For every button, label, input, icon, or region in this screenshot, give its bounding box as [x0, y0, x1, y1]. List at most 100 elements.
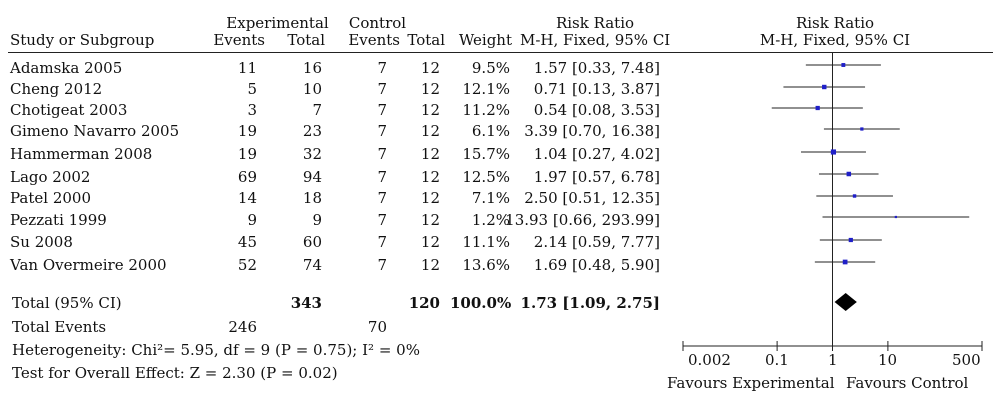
e-total: 32: [302, 145, 322, 163]
c-total: 12: [420, 80, 440, 98]
c-total: 12: [420, 168, 440, 186]
column-header-c-events: Events: [348, 31, 400, 49]
tick-label: 500: [952, 351, 981, 369]
e-total: 94: [302, 168, 322, 186]
study-name: Gimeno Navarro 2005: [10, 122, 180, 140]
ci-text: 3.39 [0.70, 16.38]: [524, 122, 660, 140]
e-events: 14: [237, 189, 257, 207]
study-marker: [894, 215, 897, 219]
study-name: Van Overmeire 2000: [10, 256, 167, 274]
c-total: 12: [420, 101, 440, 119]
study-marker: [848, 237, 853, 243]
study-marker: [841, 63, 846, 67]
c-total: 12: [420, 145, 440, 163]
weight: 1.2%: [471, 211, 510, 229]
tick-label: 10: [878, 351, 898, 369]
table-row: Cheng 2012 5 10 7 12 12.1% 0.71 [0.13, 3…: [0, 80, 680, 100]
e-total: 60: [302, 233, 322, 251]
study-marker: [860, 127, 864, 131]
e-events: 11: [237, 59, 257, 77]
c-total: 12: [420, 189, 440, 207]
column-header-weight: Weight: [458, 31, 512, 49]
overall-effect-text: Test for Overall Effect: Z = 2.30 (P = 0…: [12, 364, 338, 382]
table-row: Van Overmeire 2000 52 74 7 12 13.6% 1.69…: [0, 256, 680, 276]
e-events: 19: [237, 145, 257, 163]
column-header-e-total: Total: [287, 31, 325, 49]
weight: 15.7%: [462, 145, 510, 163]
c-events: 7: [377, 233, 387, 251]
e-total: 16: [302, 59, 322, 77]
e-total: 9: [312, 211, 322, 229]
e-total: 10: [302, 80, 322, 98]
c-events: 7: [377, 256, 387, 274]
tick-label: 0.002: [688, 351, 731, 369]
c-events: 7: [377, 122, 387, 140]
ci-text: 0.54 [0.08, 3.53]: [533, 101, 660, 119]
e-events: 52: [237, 256, 257, 274]
ci-text: 2.14 [0.59, 7.77]: [533, 233, 660, 251]
e-events: 3: [247, 101, 257, 119]
e-events: 19: [237, 122, 257, 140]
table-row: Patel 2000 14 18 7 12 7.1% 2.50 [0.51, 1…: [0, 189, 680, 209]
c-events: 7: [377, 189, 387, 207]
e-total: 23: [302, 122, 322, 140]
column-header-rr: M-H, Fixed, 95% CI: [520, 31, 671, 49]
control-group-header: Control: [348, 14, 407, 32]
weight: 12.5%: [462, 168, 510, 186]
c-total: 12: [420, 122, 440, 140]
table-row: Lago 2002 69 94 7 12 12.5% 1.97 [0.57, 6…: [0, 168, 680, 188]
e-events: 5: [247, 80, 257, 98]
study-marker: [830, 149, 837, 155]
total-events-c: 70: [367, 318, 387, 336]
ci-text: 1.04 [0.27, 4.02]: [533, 145, 660, 163]
study-marker: [815, 105, 820, 111]
e-total: 18: [302, 189, 322, 207]
tick-label: 1: [828, 351, 838, 369]
study-marker: [852, 194, 857, 198]
plot-subtitle: M-H, Fixed, 95% CI: [759, 31, 911, 49]
total-c-total: 120: [408, 294, 440, 312]
rr-group-header: Risk Ratio: [555, 14, 635, 32]
study-marker: [846, 171, 852, 177]
weight: 11.2%: [462, 101, 510, 119]
c-total: 12: [420, 256, 440, 274]
study-name: Lago 2002: [10, 168, 91, 186]
favours-control-label: Favours Control: [846, 374, 969, 392]
weight: 11.1%: [462, 233, 510, 251]
pooled-diamond: [834, 293, 857, 311]
e-events: 9: [247, 211, 257, 229]
column-header-c-total: Total: [407, 31, 445, 49]
c-events: 7: [377, 145, 387, 163]
c-events: 7: [377, 211, 387, 229]
study-name: Hammerman 2008: [10, 145, 153, 163]
experimental-group-header: Experimental: [226, 14, 329, 32]
header-divider: [8, 52, 993, 53]
c-events: 7: [377, 59, 387, 77]
ci-text: 1.57 [0.33, 7.48]: [533, 59, 660, 77]
ci-text: 1.97 [0.57, 6.78]: [533, 168, 660, 186]
table-row: Gimeno Navarro 2005 19 23 7 12 6.1% 3.39…: [0, 122, 680, 142]
c-total: 12: [420, 211, 440, 229]
e-total: 7: [312, 101, 322, 119]
total-events-label: Total Events: [12, 318, 107, 336]
ci-text: 2.50 [0.51, 12.35]: [524, 189, 660, 207]
heterogeneity-text: Heterogeneity: Chi²= 5.95, df = 9 (P = 0…: [12, 341, 420, 359]
weight: 6.1%: [471, 122, 510, 140]
weight: 9.5%: [471, 59, 510, 77]
ci-text: 0.71 [0.13, 3.87]: [533, 80, 660, 98]
total-e-total: 343: [290, 294, 322, 312]
c-events: 7: [377, 101, 387, 119]
study-name: Patel 2000: [10, 189, 92, 207]
table-row: Pezzati 1999 9 9 7 12 1.2% 13.93 [0.66, …: [0, 211, 680, 231]
column-header-study: Study or Subgroup: [10, 31, 155, 49]
plot-title: Risk Ratio: [795, 14, 875, 32]
study-marker: [822, 84, 827, 90]
study-name: Pezzati 1999: [10, 211, 107, 229]
ci-text: 1.69 [0.48, 5.90]: [533, 256, 660, 274]
total-events-e: 246: [228, 318, 257, 336]
e-events: 69: [237, 168, 257, 186]
total-weight: 100.0%: [450, 294, 512, 312]
e-total: 74: [302, 256, 322, 274]
weight: 13.6%: [462, 256, 510, 274]
